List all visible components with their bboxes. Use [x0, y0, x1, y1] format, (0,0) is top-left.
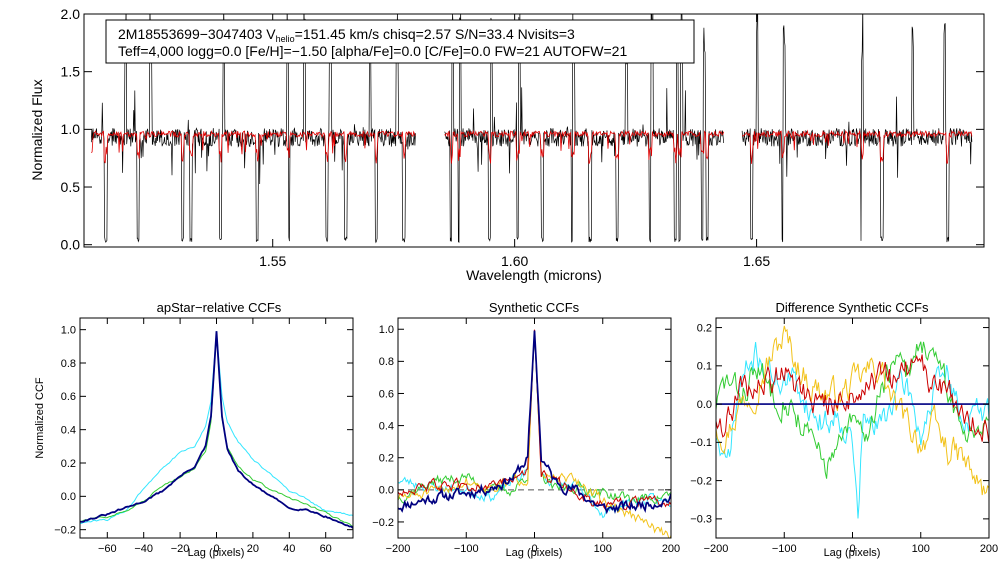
star-params-label: =151.45 km/s chisq=2.57 S/N=33.4 Nvisits…: [295, 26, 575, 42]
spectrum-frame: [83, 13, 985, 248]
diff-ccf-line-visit-1: [716, 341, 989, 519]
apstar-ccf-y-label: Normalized CCF: [34, 377, 46, 459]
difference-ccf-title: Difference Synthetic CCFs: [776, 300, 929, 315]
info-line-1: 2M18553699−3047403 Vhelio=151.45 km/s ch…: [118, 26, 575, 44]
y-tick-label: 0.6: [61, 391, 76, 403]
x-tick-label: 0: [531, 543, 537, 555]
y-tick-label: 0.0: [697, 399, 712, 411]
apstar-ccf-panel: apStar−relative CCFs −60 −40 −20 0 20 40 60 −0.…: [34, 300, 354, 559]
y-tick-label: −0.2: [54, 525, 76, 537]
y-tick-label: 0.4: [61, 425, 76, 437]
apstar-ccf-title: apStar−relative CCFs: [157, 300, 282, 315]
y-tick-label: 0.5: [61, 179, 81, 195]
y-tick-label: 0.6: [379, 388, 394, 400]
x-tick-label: −100: [454, 543, 479, 555]
synthetic-spectrum-segment: [741, 129, 973, 164]
y-tick-label: 0.8: [379, 356, 394, 368]
difference-ccf-x-label: Lag (pixels): [824, 547, 881, 559]
synthetic-spectrum-segment: [91, 130, 416, 164]
y-tick-label: 0.2: [697, 322, 712, 334]
x-tick-label: 100: [594, 543, 612, 555]
x-tick-label: 1.65: [743, 253, 770, 269]
difference-ccf-panel: Difference Synthetic CCFs −200 −100 0 100 20…: [690, 300, 998, 559]
x-tick-label: 1.60: [501, 253, 528, 269]
x-tick-label: 200: [980, 543, 998, 555]
y-tick-label: −0.1: [690, 437, 712, 449]
synthetic-spectrum-segment: [444, 129, 725, 165]
y-tick-label: 0.0: [379, 485, 394, 497]
x-tick-label: 40: [283, 543, 295, 555]
y-tick-label: −0.3: [690, 514, 712, 526]
y-tick-label: 0.8: [61, 358, 76, 370]
x-tick-label: 0: [213, 543, 219, 555]
y-tick-label: 1.5: [61, 64, 81, 80]
x-tick-label: 1.55: [259, 253, 286, 269]
x-tick-label: −20: [171, 543, 190, 555]
x-tick-label: 60: [320, 543, 332, 555]
ccf-line-visit-4: [398, 329, 671, 511]
y-tick-label: 0.1: [697, 361, 712, 373]
x-tick-label: 200: [662, 543, 680, 555]
diff-ccf-line-visit-3: [716, 325, 989, 496]
diff-ccf-line-visit-4: [716, 354, 989, 445]
y-tick-label: −0.2: [690, 475, 712, 487]
info-box: [105, 19, 695, 64]
y-tick-label: 0.0: [61, 237, 81, 253]
synthetic-ccf-panel: Synthetic CCFs −200 −100 0 100 200 −0.2 0.0 0.2…: [372, 300, 680, 559]
synthetic-ccf-title: Synthetic CCFs: [489, 300, 580, 315]
x-tick-label: −200: [386, 543, 411, 555]
y-tick-label: 1.0: [379, 324, 394, 336]
apstar-ccf-x-label: Lag (pixels): [188, 547, 245, 559]
observed-spectrum-segment: [90, 14, 416, 244]
ccf-line-combined: [80, 331, 353, 529]
y-tick-label: 2.0: [61, 6, 81, 22]
helio-subscript: helio: [276, 34, 295, 44]
y-tick-label: 0.2: [61, 458, 76, 470]
x-tick-label: −100: [772, 543, 797, 555]
y-tick-label: 1.0: [61, 325, 76, 337]
x-tick-label: −60: [98, 543, 117, 555]
y-tick-label: 0.0: [61, 491, 76, 503]
x-tick-label: −40: [134, 543, 153, 555]
ccf-line-combined: [398, 330, 671, 515]
star-id-label: 2M18553699−3047403 V: [118, 26, 276, 42]
x-tick-label: 0: [849, 543, 855, 555]
spectrum-y-label: Normalized Flux: [29, 79, 45, 180]
info-line-2: Teff=4,000 logg=0.0 [Fe/H]=−1.50 [alpha/…: [118, 43, 627, 59]
y-tick-label: 0.2: [379, 453, 394, 465]
spectrum-panel: 1.55 1.60 1.65 0.0 0.5 1.0 1.5 2.0 Wavelength (…: [29, 6, 985, 283]
y-tick-label: 0.4: [379, 420, 394, 432]
x-tick-label: −200: [704, 543, 729, 555]
y-tick-label: 1.0: [61, 121, 81, 137]
spectrum-x-label: Wavelength (microns): [466, 267, 602, 283]
x-tick-label: 100: [912, 543, 930, 555]
x-tick-label: 20: [247, 543, 259, 555]
y-tick-label: −0.2: [372, 517, 394, 529]
diff-ccf-line-visit-2: [716, 341, 989, 479]
synthetic-ccf-x-label: Lag (pixels): [506, 547, 563, 559]
